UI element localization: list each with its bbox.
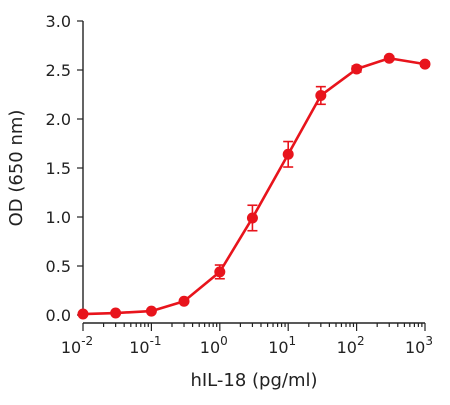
x-tick-base: 10 [129, 338, 149, 357]
x-tick-label: 100 [200, 334, 228, 357]
x-tick-exponent: 3 [425, 334, 433, 348]
data-point [351, 63, 363, 75]
series-line [82, 56, 426, 316]
x-tick-base: 10 [200, 338, 220, 357]
data-point [145, 305, 157, 317]
x-tick-exponent: 0 [220, 334, 228, 348]
x-tick-exponent: 2 [357, 334, 365, 348]
x-tick-base: 10 [61, 338, 81, 357]
y-tick-label: 2.5 [46, 61, 71, 80]
x-axis-title: hIL-18 (pg/ml) [190, 370, 317, 391]
x-tick-label: 10-1 [129, 334, 161, 357]
y-tick-label: 3.0 [46, 12, 71, 31]
data-point [110, 307, 122, 319]
x-tick-base: 10 [405, 338, 425, 357]
y-tick-label: 0.5 [46, 257, 71, 276]
axes [82, 21, 425, 324]
x-tick-label: 10-2 [61, 334, 93, 357]
data-point [282, 148, 294, 160]
data-point [178, 295, 190, 307]
x-tick-exponent: -2 [81, 334, 93, 348]
x-ticks: 10-2 10-1 100 101 102 103 [61, 323, 433, 357]
y-tick-label: 0.0 [46, 306, 71, 325]
x-tick-exponent: -1 [150, 334, 162, 348]
data-point [214, 266, 226, 278]
x-tick-base: 10 [268, 338, 288, 357]
x-tick-base: 10 [337, 338, 357, 357]
x-tick-label: 101 [268, 334, 296, 357]
y-tick-label: 1.0 [46, 208, 71, 227]
y-tick-label: 2.0 [46, 110, 71, 129]
data-point [383, 52, 395, 64]
data-point [246, 212, 258, 224]
data-point [315, 89, 327, 101]
data-point [419, 58, 431, 70]
x-tick-label: 103 [405, 334, 433, 357]
x-tick-exponent: 1 [289, 334, 297, 348]
series-layer [77, 52, 431, 320]
x-tick-label: 102 [337, 334, 365, 357]
data-point [77, 308, 89, 320]
y-axis-title: OD (650 nm) [6, 110, 27, 227]
y-ticks: 0.0 0.5 1.0 1.5 2.0 2.5 3.0 [46, 12, 83, 325]
y-tick-label: 1.5 [46, 159, 71, 178]
